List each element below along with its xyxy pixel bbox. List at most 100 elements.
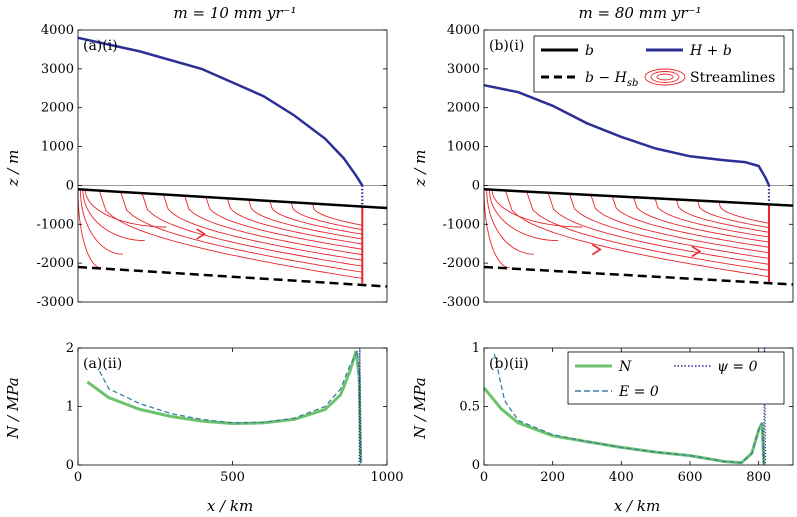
panel-b-i: -3000 -2000 -1000 0 1000 2000 3000 4000 (b)(i) [443,23,794,310]
ytick-label: 0 [472,458,480,473]
series-bed [483,188,794,207]
panel-label: (a)(ii) [83,356,122,372]
streamline [718,201,770,224]
series-b-minus-hsb [77,265,388,288]
legend-b-text: b [585,43,594,59]
series-N [86,350,363,463]
ytick-label: 0 [66,458,74,473]
legend-psi-text: ψ = 0 [717,359,758,375]
series-surface [483,83,771,186]
xtick-label: 400 [609,470,634,485]
axes-box [77,29,388,303]
legend-bsb-main: b − H [585,70,628,86]
streamline [141,193,363,267]
streamline [569,193,770,259]
legend-E-text: E = 0 [618,384,659,400]
streamline [547,192,770,265]
streamline [226,198,363,245]
streamline [611,195,770,248]
panel-label: (b)(i) [489,38,524,54]
ytick-label: 0 [66,178,74,193]
streamline [312,203,363,226]
streamline [205,196,363,250]
ylabel-b-i: z / m [411,150,429,188]
legend-top-box [533,35,785,93]
title-left: m = 10 mm yr⁻¹ [174,4,297,22]
ytick-label: 2 [66,341,74,356]
ytick-label: -2000 [37,256,74,271]
series-N [482,386,766,465]
streamline [269,200,363,235]
streamline [248,199,363,240]
streamline [590,194,770,254]
streamline-left [82,190,145,242]
panel-a-ii: 0 1 2 0 500 1000 (a)(ii) [66,341,404,485]
ytick-label: 0 [472,178,480,193]
ylabel-b-ii: N / MPa [411,377,429,439]
panel-a-i: -3000 -2000 -1000 0 1000 2000 3000 4000 (a)(i) [37,23,388,310]
xtick-label: 200 [540,470,565,485]
streamline-left [489,190,559,242]
ytick-label: 1 [66,400,74,415]
streamline [290,202,363,231]
legend-surface-text: H + b [689,43,732,59]
ytick-label: -3000 [443,295,480,310]
panel-label: (a)(i) [83,38,118,54]
series-E0 [99,348,362,463]
ytick-label: 4000 [447,23,480,38]
legend-bsb-text: b − Hsb [585,70,638,89]
legend-bottom: N ψ = 0 E = 0 [567,351,785,405]
legend-streamlines-icon [644,68,686,86]
title-right: m = 80 mm yr⁻¹ [579,4,702,22]
streamline-left [77,190,102,269]
streamline [654,198,770,238]
ylabel-a-i: z / m [4,150,22,188]
streamline-left [84,190,167,228]
streamline [697,200,770,229]
panel-b-ii: 0 0.5 1 0 200 400 600 800 (b)(ii) [459,341,794,485]
streamline [184,195,363,256]
xtick-label: 600 [678,470,703,485]
ytick-label: 0.5 [459,400,480,415]
ytick-label: 1000 [41,140,74,155]
flow-arrow [591,243,602,256]
ytick-label: 2000 [41,101,74,116]
ytick-label: 3000 [41,62,74,77]
xtick-label: 800 [746,470,771,485]
series-surface [77,36,364,187]
legend-top: b H + b b − Hsb Streamlines [533,35,785,93]
ytick-label: -3000 [37,295,74,310]
ytick-label: 4000 [41,23,74,38]
series-bed [77,188,388,210]
axes-box [77,347,388,466]
ytick-label: 3000 [447,62,480,77]
xtick-label: 500 [220,470,245,485]
streamline-left [491,190,583,228]
streamline-left [483,190,510,269]
series-b-minus-hsb [483,265,794,286]
streamline [633,197,770,243]
axes-box [483,29,794,303]
streamline-left [80,190,124,255]
ytick-label: 1000 [447,140,480,155]
xtick-label: 0 [74,470,82,485]
streamline [504,190,770,278]
legend-bsb-sub: sb [627,78,639,89]
panel-label: (b)(ii) [489,356,529,372]
streamline [120,191,363,273]
ytick-label: -2000 [443,256,480,271]
streamline-left [486,190,535,255]
xtick-label: 1000 [370,470,403,485]
xtick-label: 0 [480,470,488,485]
streamline [162,194,363,261]
legend-bottom-box [567,351,785,405]
ytick-label: 1 [472,341,480,356]
legend-N-text: N [618,359,632,375]
flow-arrow [196,228,207,240]
ytick-label: 2000 [447,101,480,116]
legend-streamlines-text: Streamlines [690,70,775,86]
streamline [526,191,770,271]
ytick-label: -1000 [443,217,480,232]
xlabel-a-ii: x / km [207,497,253,515]
